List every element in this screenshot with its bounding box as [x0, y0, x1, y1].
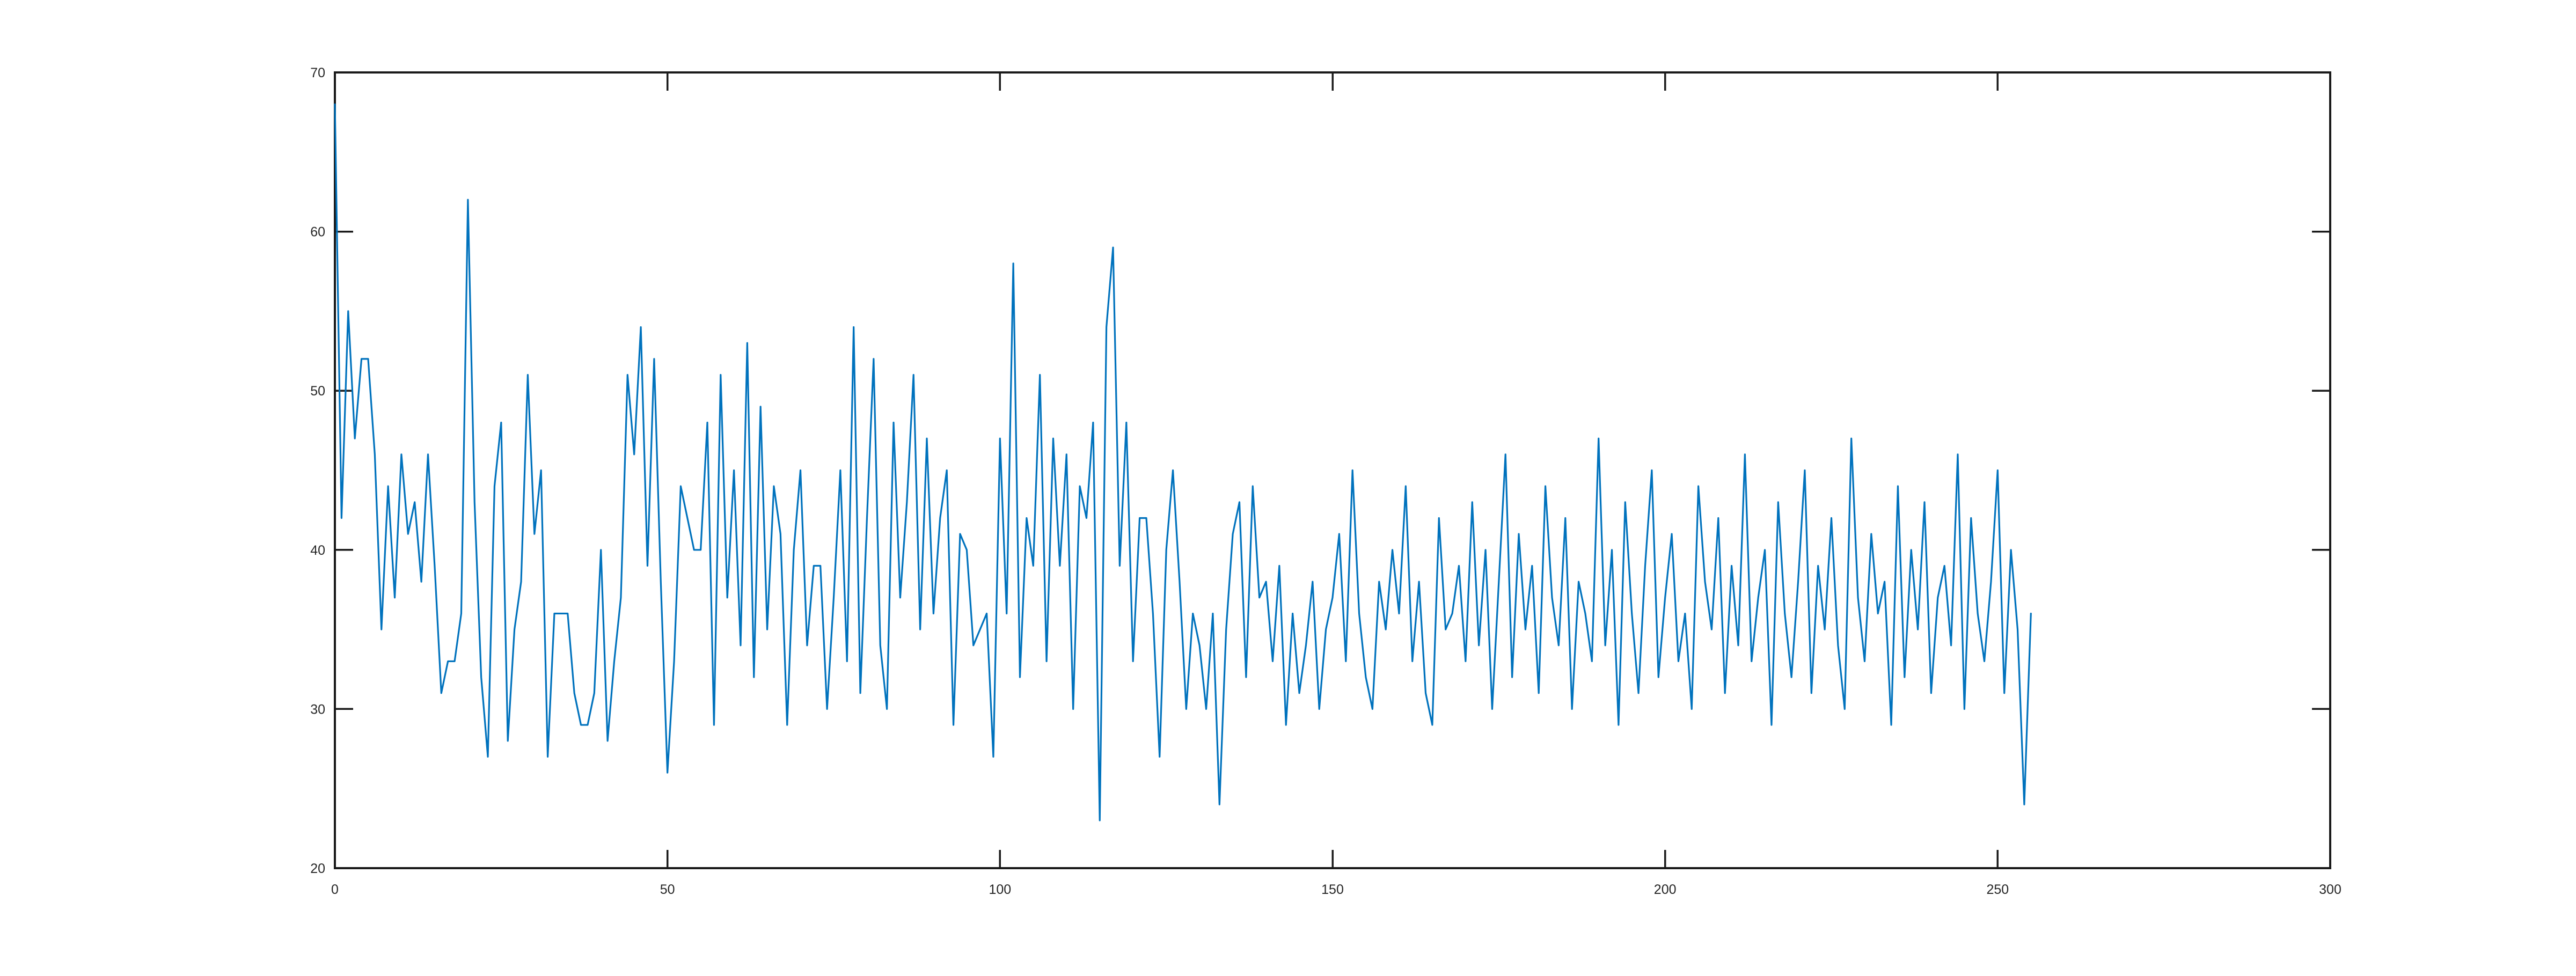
data-series-group	[334, 103, 2032, 821]
x-axis-ticks: 0 50 100 150 200 250 300	[331, 72, 2341, 897]
x-tick-label: 150	[1321, 882, 1344, 897]
y-tick-label: 60	[310, 225, 325, 240]
x-tick-label: 250	[1986, 882, 2009, 897]
y-tick-label: 40	[310, 543, 325, 558]
y-tick-label: 50	[310, 384, 325, 399]
y-tick-label: 20	[310, 861, 325, 876]
x-tick-label: 200	[1654, 882, 1677, 897]
plot-box	[334, 71, 2331, 869]
y-tick-label: 30	[310, 702, 325, 717]
data-line-series-1	[334, 103, 2032, 821]
plot-background	[335, 72, 2330, 868]
x-tick-label: 50	[660, 882, 675, 897]
x-tick-label: 100	[989, 882, 1011, 897]
y-tick-label: 70	[310, 65, 325, 80]
x-tick-label: 300	[2319, 882, 2341, 897]
x-tick-label: 0	[331, 882, 339, 897]
y-axis-ticks: 20 30 40 50 60 70	[310, 65, 2330, 876]
